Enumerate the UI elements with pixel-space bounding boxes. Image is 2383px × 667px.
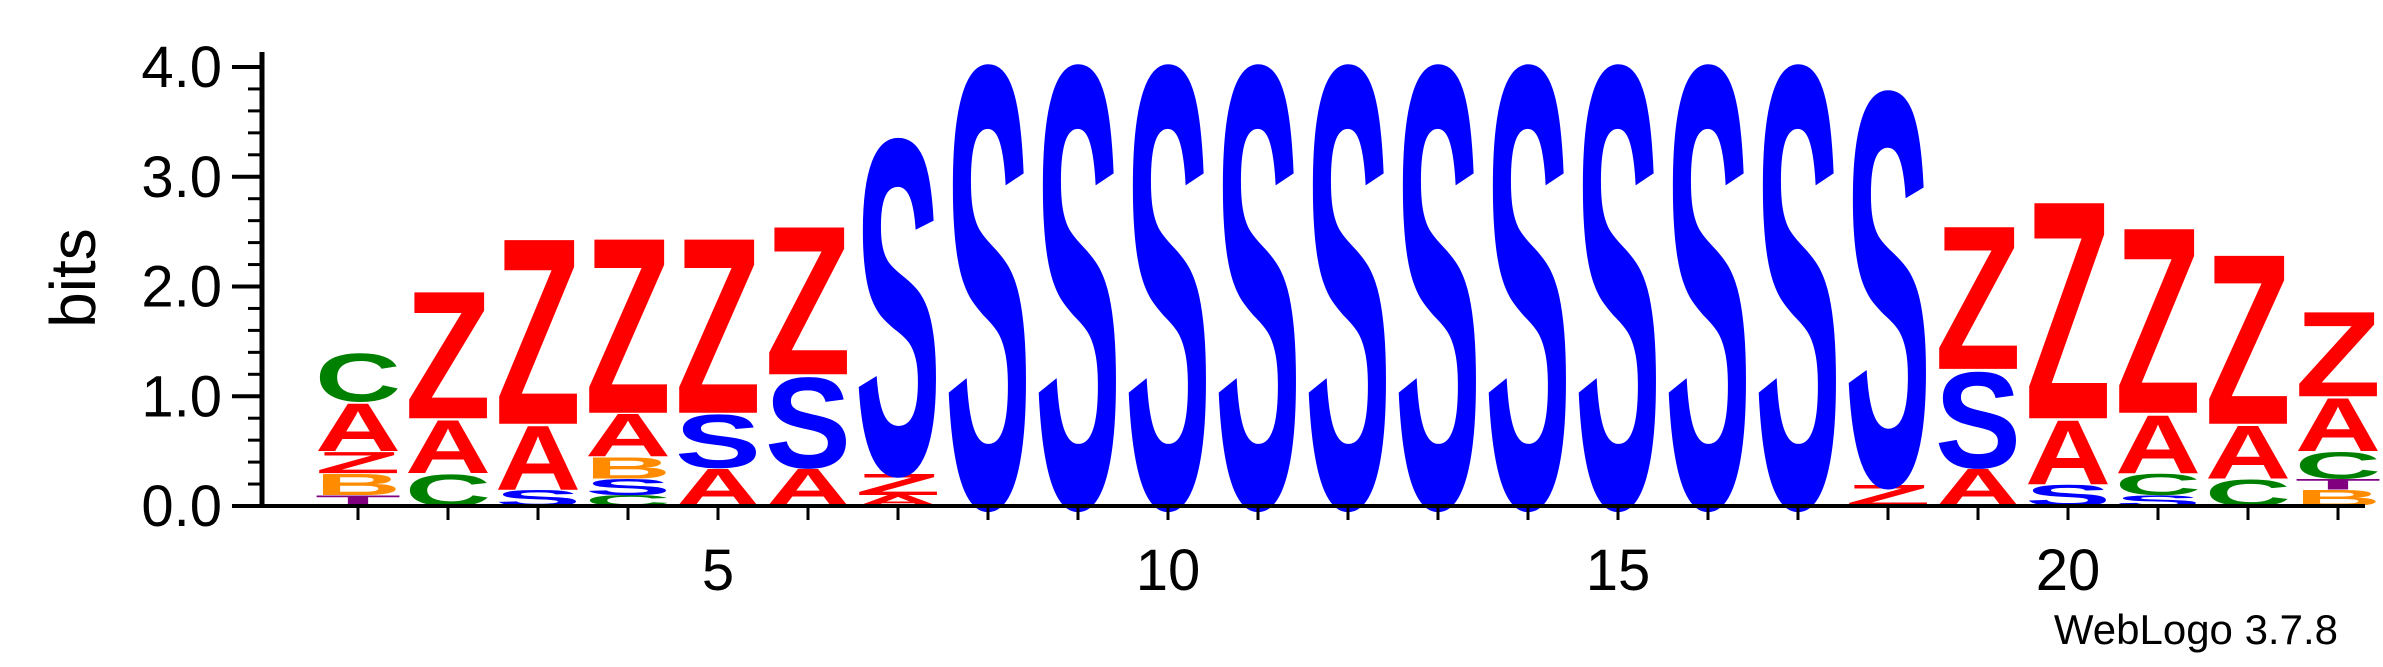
glyph-s: S <box>945 0 1031 640</box>
glyph-s: S <box>765 351 851 495</box>
glyph-z: Z <box>2295 286 2381 422</box>
glyph-s: S <box>1845 0 1931 604</box>
glyph-s: S <box>855 40 941 575</box>
y-axis-ticks: 0.0 1.0 2.0 3.0 4.0 <box>141 35 262 539</box>
glyph-a: A <box>315 389 401 466</box>
x-tick-label: 5 <box>702 538 734 603</box>
glyph-z: Z <box>2205 204 2291 476</box>
glyph-b: B <box>315 468 401 502</box>
glyph-z: Z <box>2025 137 2111 485</box>
glyph-z: Z <box>405 252 491 457</box>
weblogo-version-label: WebLogo 3.7.8 <box>2054 606 2338 653</box>
y-tick-label: 4.0 <box>141 35 222 100</box>
glyph-s: S <box>1485 0 1571 640</box>
glyph-s: S <box>1665 0 1751 640</box>
y-tick-label: 1.0 <box>141 364 222 429</box>
glyph-a: A <box>585 402 671 470</box>
glyph-b: B <box>585 451 671 485</box>
glyph-z: Z <box>855 467 941 501</box>
glyph-a: A <box>2025 401 2111 503</box>
glyph-s: S <box>1305 0 1391 640</box>
x-tick-label: 20 <box>2036 538 2101 603</box>
glyph-a: A <box>495 407 581 509</box>
glyph-z: Z <box>495 184 581 482</box>
glyph-a: A <box>405 404 491 489</box>
y-tick-label: 3.0 <box>141 145 222 210</box>
glyph-z: Z <box>2115 173 2201 471</box>
glyph-z: Z <box>675 187 761 467</box>
glyph-c: C <box>315 340 401 417</box>
y-tick-label: 2.0 <box>141 255 222 320</box>
glyph-a: A <box>2295 383 2381 468</box>
glyph-c: C <box>2295 444 2381 487</box>
x-axis-ticks: 5 10 15 20 <box>356 506 2340 603</box>
glyph-s: S <box>1395 0 1481 640</box>
y-axis-title: bits <box>37 228 109 328</box>
glyph-a: A <box>2115 397 2201 491</box>
glyph-s: S <box>1125 0 1211 640</box>
glyph-s: S <box>1755 0 1841 640</box>
glyph-s: S <box>675 399 761 484</box>
glyph-t: T <box>2295 476 2381 493</box>
glyph-s: S <box>1215 0 1301 640</box>
y-tick-label: 0.0 <box>141 474 222 539</box>
glyph-s: S <box>1935 344 2021 498</box>
glyph-a: A <box>2205 410 2291 495</box>
glyph-z: Z <box>765 182 851 420</box>
glyph-c: C <box>2115 468 2201 502</box>
glyph-z: Z <box>585 187 671 467</box>
glyph-s: S <box>1575 0 1661 640</box>
glyph-z: Z <box>315 446 401 480</box>
x-tick-label: 15 <box>1586 538 1651 603</box>
glyph-s: S <box>1035 0 1121 640</box>
x-tick-label: 10 <box>1136 538 1201 603</box>
glyph-z: Z <box>1935 183 2021 413</box>
glyph-s: S <box>585 474 671 500</box>
